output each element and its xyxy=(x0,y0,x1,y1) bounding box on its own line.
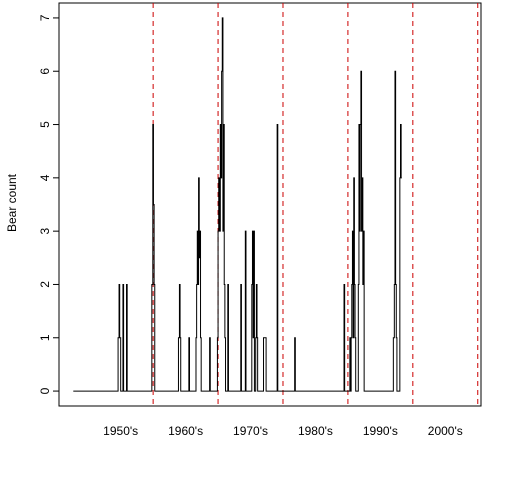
decade-label: 2000's xyxy=(428,424,463,438)
decade-dividers xyxy=(152,3,479,406)
y-tick-label: 3 xyxy=(38,227,52,234)
y-tick-label: 6 xyxy=(38,68,52,75)
decade-label: 1960's xyxy=(168,424,203,438)
y-tick-label: 1 xyxy=(38,334,52,341)
y-axis-title: Bear count xyxy=(5,173,19,232)
decade-label: 1990's xyxy=(363,424,398,438)
y-tick-label: 7 xyxy=(38,14,52,21)
decade-label: 1970's xyxy=(233,424,268,438)
decade-label: 1950's xyxy=(103,424,138,438)
plot-frame xyxy=(58,2,482,407)
y-axis: 0 1 2 3 4 5 6 7 xyxy=(38,14,59,394)
decade-label: 1980's xyxy=(298,424,333,438)
y-tick-label: 2 xyxy=(38,281,52,288)
bear-count-series xyxy=(73,17,402,392)
y-tick-label: 4 xyxy=(38,174,52,181)
y-tick-label: 5 xyxy=(38,121,52,128)
y-tick-label: 0 xyxy=(38,387,52,394)
x-axis: 1950's 1960's 1970's 1980's 1990's 2000's xyxy=(103,424,463,438)
